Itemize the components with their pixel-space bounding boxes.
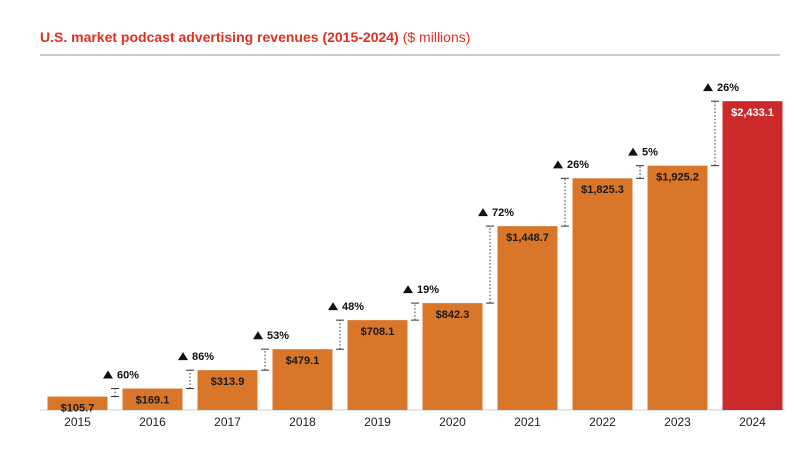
value-label: $1,825.3 [581, 184, 624, 196]
x-tick-label: 2018 [289, 415, 316, 429]
bar [347, 320, 408, 410]
growth-label: 60% [117, 369, 139, 381]
growth-arrow [628, 147, 638, 156]
x-tick-label: 2023 [664, 415, 691, 429]
subtitle: ($ millions) [403, 29, 471, 45]
growth-label: 19% [417, 284, 439, 296]
growth-arrow [478, 208, 488, 217]
x-tick-label: 2021 [514, 415, 541, 429]
growth-arrow [703, 83, 713, 92]
x-tick-label: 2020 [439, 415, 466, 429]
bar [647, 165, 708, 410]
value-label: $105.7 [61, 402, 95, 414]
x-tick-label: 2019 [364, 415, 391, 429]
value-label: $169.1 [136, 394, 170, 406]
bar [122, 388, 183, 410]
growth-arrow [253, 331, 263, 340]
value-label: $1,925.2 [656, 172, 699, 184]
bar [572, 178, 633, 410]
growth-label: 26% [567, 159, 589, 171]
value-label: $313.9 [211, 376, 245, 388]
title: U.S. market podcast advertising revenues… [40, 29, 399, 45]
growth-arrow [103, 370, 113, 379]
value-label: $842.3 [436, 309, 470, 321]
x-tick-label: 2022 [589, 415, 616, 429]
bar [272, 349, 333, 410]
x-tick-label: 2016 [139, 415, 166, 429]
bar [497, 226, 558, 410]
chart-title: U.S. market podcast advertising revenues… [40, 29, 470, 45]
growth-arrow [328, 302, 338, 311]
bar [422, 303, 483, 410]
growth-label: 26% [717, 82, 739, 94]
growth-label: 5% [642, 147, 658, 159]
x-tick-label: 2017 [214, 415, 241, 429]
bar [47, 396, 108, 410]
value-label: $708.1 [361, 326, 395, 338]
x-tick-label: 2024 [739, 415, 766, 429]
x-tick-label: 2015 [64, 415, 91, 429]
bar [722, 101, 783, 410]
growth-label: 86% [192, 351, 214, 363]
growth-label: 72% [492, 207, 514, 219]
value-label: $479.1 [286, 355, 320, 367]
growth-label: 48% [342, 301, 364, 313]
value-label: $2,433.1 [731, 107, 774, 119]
value-label: $1,448.7 [506, 232, 549, 244]
growth-arrow [403, 285, 413, 294]
growth-label: 53% [267, 330, 289, 342]
bar [197, 370, 258, 410]
growth-arrow [178, 352, 188, 361]
growth-arrow [553, 160, 563, 169]
